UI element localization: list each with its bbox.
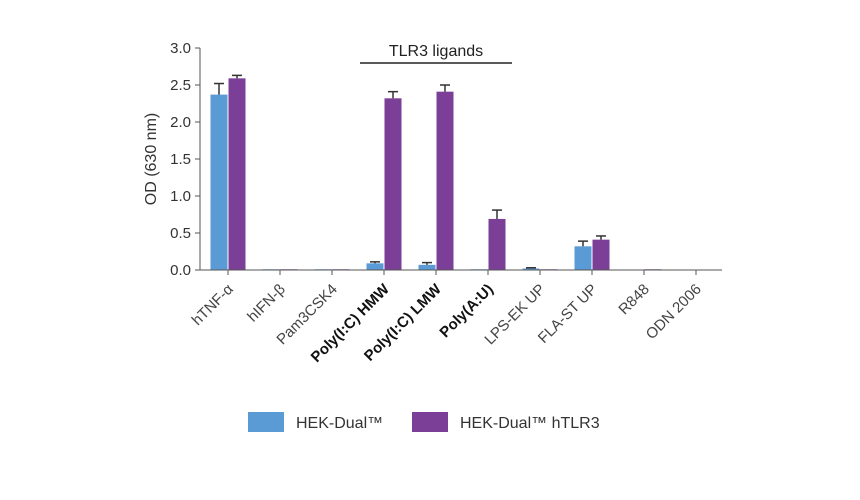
legend-label-hek-dual-htlr3: HEK-Dual™ hTLR3 bbox=[460, 415, 600, 432]
error-bars bbox=[214, 74, 606, 269]
y-tick-label: 3.0 bbox=[170, 40, 191, 57]
bars bbox=[210, 78, 662, 271]
legend-swatch-hek-dual-htlr3 bbox=[412, 412, 448, 432]
bar bbox=[366, 263, 384, 270]
y-tick-label: 1.0 bbox=[170, 188, 191, 205]
x-category-label: ODN 2006 bbox=[643, 281, 705, 343]
bar bbox=[574, 246, 592, 270]
legend-item-hek-dual: HEK-Dual™ bbox=[248, 412, 383, 432]
legend-item-hek-dual-htlr3: HEK-Dual™ hTLR3 bbox=[412, 412, 600, 432]
legend-label-hek-dual: HEK-Dual™ bbox=[296, 415, 383, 432]
y-axis-title: OD (630 nm) bbox=[143, 113, 160, 205]
y-tick-label: 2.0 bbox=[170, 114, 191, 131]
y-axis-ticks: 0.0 0.5 1.0 1.5 2.0 2.5 3.0 bbox=[170, 40, 200, 279]
bar bbox=[418, 264, 436, 270]
y-tick-label: 0.0 bbox=[170, 262, 191, 279]
bar bbox=[522, 268, 540, 270]
y-tick-label: 0.5 bbox=[170, 225, 191, 242]
legend: HEK-Dual™ HEK-Dual™ hTLR3 bbox=[248, 412, 600, 432]
x-category-label: hTNF-α bbox=[189, 281, 237, 329]
bar bbox=[228, 78, 246, 270]
x-category-label: R848 bbox=[615, 281, 652, 318]
bar bbox=[436, 91, 454, 270]
y-tick-label: 1.5 bbox=[170, 151, 191, 168]
legend-swatch-hek-dual bbox=[248, 412, 284, 432]
tlr3-ligands-annotation: TLR3 ligands bbox=[360, 43, 512, 64]
y-tick-label: 2.5 bbox=[170, 77, 191, 94]
axes bbox=[199, 48, 722, 271]
bar bbox=[592, 239, 610, 270]
bar bbox=[384, 98, 402, 270]
annotation-label: TLR3 ligands bbox=[389, 43, 483, 60]
bar bbox=[488, 218, 506, 270]
x-category-label: hIFN-β bbox=[244, 281, 289, 326]
bar bbox=[210, 94, 228, 271]
